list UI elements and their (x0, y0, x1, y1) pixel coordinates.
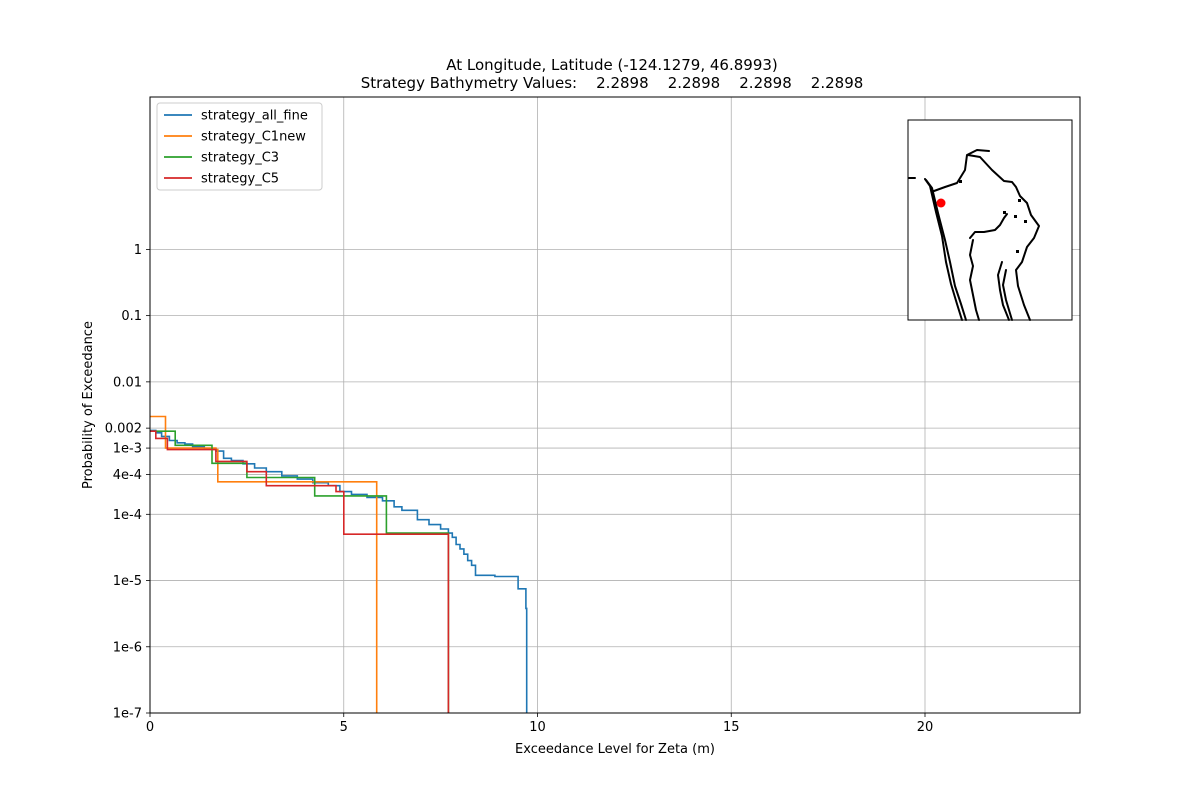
legend-label: strategy_all_fine (201, 109, 308, 124)
y-tick-label: 1e-5 (113, 574, 142, 589)
y-tick-label: 0.002 (105, 422, 142, 437)
inset-coastline-south (997, 261, 1013, 321)
axis-ticks: 0 5 10 15 20 1e-7 1e-6 1e-5 1e-4 4e-4 1e-3 0.002 0.0… (105, 243, 933, 735)
y-tick-label: 4e-4 (113, 468, 142, 483)
legend-label: strategy_C1new (201, 130, 306, 145)
location-marker (936, 198, 946, 208)
x-tick-label: 20 (917, 720, 934, 735)
inset-coastline-inner (925, 179, 967, 321)
inset-coastline-north (933, 149, 1040, 321)
legend-box (156, 102, 323, 191)
chart-title-line-1: At Longitude, Latitude (-124.1279, 46.89… (446, 56, 778, 74)
grid-lines (149, 97, 1080, 714)
x-tick-label: 5 (340, 720, 348, 735)
series-lines (150, 415, 528, 713)
inset-map (907, 119, 1073, 321)
plot-frame (149, 96, 1081, 714)
y-tick-label: 1e-7 (113, 707, 142, 722)
y-tick-label: 0.01 (113, 375, 142, 390)
y-tick-label: 1 (134, 243, 142, 258)
series-line-strategy-all-fine (150, 429, 528, 713)
chart-title-line-2: Strategy Bathymetry Values: 2.2898 2.289… (361, 74, 864, 92)
y-tick-label: 1e-3 (113, 442, 142, 457)
series-line-strategy-c5 (150, 430, 450, 713)
y-tick-label: 1e-6 (113, 640, 142, 655)
x-tick-label: 15 (723, 720, 740, 735)
legend: strategy_all_fine strategy_C1new strategy_… (156, 102, 323, 191)
inset-map-frame (907, 119, 1073, 321)
y-axis-label: Probability of Exceedance (81, 321, 96, 489)
legend-label: strategy_C3 (201, 151, 279, 166)
legend-label: strategy_C5 (201, 172, 279, 187)
inset-coastline-estuary (969, 213, 1008, 321)
y-tick-label: 1e-4 (113, 508, 142, 523)
y-tick-label: 0.1 (121, 309, 142, 324)
x-axis-label: Exceedance Level for Zeta (m) (515, 742, 715, 757)
x-tick-label: 10 (529, 720, 546, 735)
x-tick-label: 0 (146, 720, 154, 735)
inset-coastline-outer (908, 177, 963, 321)
